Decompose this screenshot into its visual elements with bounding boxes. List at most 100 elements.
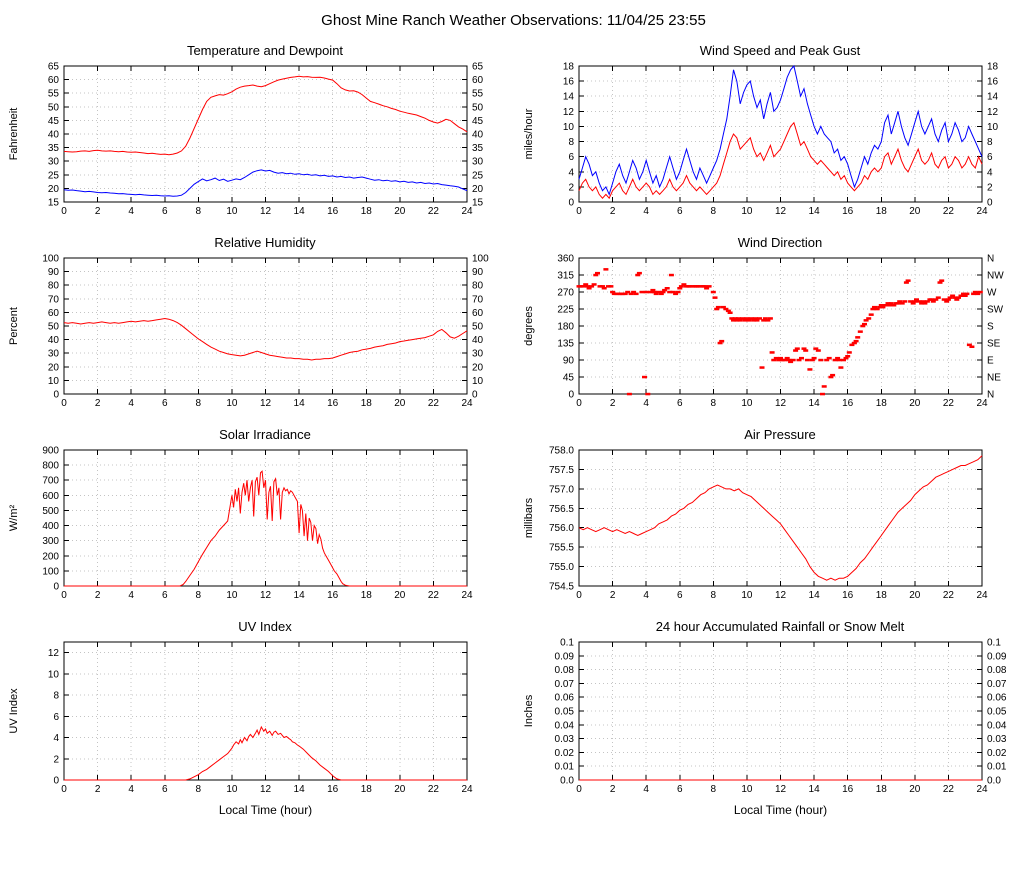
svg-text:40: 40: [47, 130, 59, 141]
svg-text:4: 4: [128, 206, 134, 217]
svg-text:0: 0: [576, 784, 582, 795]
svg-text:10: 10: [987, 122, 999, 133]
svg-text:2: 2: [94, 206, 100, 217]
svg-text:0: 0: [61, 590, 67, 601]
svg-text:2: 2: [609, 784, 615, 795]
chart-title-solar-irradiance: Solar Irradiance: [219, 427, 311, 442]
svg-text:18: 18: [562, 62, 574, 73]
svg-text:16: 16: [842, 398, 854, 409]
svg-text:N: N: [987, 254, 994, 265]
svg-text:2: 2: [53, 754, 59, 765]
svg-text:20: 20: [472, 184, 484, 195]
svg-text:12: 12: [987, 107, 999, 118]
svg-text:40: 40: [472, 130, 484, 141]
svg-text:0.09: 0.09: [554, 651, 574, 662]
svg-text:35: 35: [47, 143, 59, 154]
svg-text:0.08: 0.08: [554, 665, 574, 676]
svg-text:55: 55: [47, 89, 59, 100]
svg-text:0: 0: [53, 776, 59, 787]
svg-text:Fahrenheit: Fahrenheit: [8, 108, 20, 161]
svg-text:20: 20: [394, 206, 406, 217]
svg-text:25: 25: [47, 170, 59, 181]
svg-text:0: 0: [61, 206, 67, 217]
svg-text:18: 18: [875, 590, 887, 601]
svg-text:0: 0: [61, 398, 67, 409]
svg-text:14: 14: [808, 206, 820, 217]
svg-text:12: 12: [259, 206, 271, 217]
svg-text:10: 10: [226, 206, 238, 217]
svg-text:0: 0: [568, 198, 574, 209]
svg-text:0.05: 0.05: [987, 707, 1007, 718]
svg-text:10: 10: [562, 122, 574, 133]
svg-text:0: 0: [576, 590, 582, 601]
svg-text:270: 270: [557, 288, 574, 299]
svg-text:24: 24: [976, 206, 988, 217]
svg-text:8: 8: [710, 784, 716, 795]
svg-text:758.0: 758.0: [548, 446, 573, 457]
svg-text:0.07: 0.07: [554, 679, 574, 690]
svg-text:18: 18: [987, 62, 999, 73]
svg-text:500: 500: [42, 506, 59, 517]
svg-text:0.04: 0.04: [554, 720, 574, 731]
svg-text:55: 55: [472, 89, 484, 100]
svg-text:E: E: [987, 356, 994, 367]
svg-text:757.5: 757.5: [548, 465, 573, 476]
svg-text:135: 135: [557, 339, 574, 350]
chart-solar-irradiance: Solar Irradiance 0 2 4 6 8 10 12 14 16 18 20 22 24 0 1…: [4, 427, 509, 605]
svg-text:40: 40: [47, 335, 59, 346]
svg-text:8: 8: [195, 784, 201, 795]
svg-text:30: 30: [472, 157, 484, 168]
svg-text:90: 90: [472, 267, 484, 278]
svg-text:20: 20: [909, 590, 921, 601]
svg-text:16: 16: [327, 590, 339, 601]
svg-text:0.0: 0.0: [560, 776, 574, 787]
svg-text:90: 90: [562, 356, 574, 367]
svg-text:700: 700: [42, 476, 59, 487]
svg-text:6: 6: [568, 152, 574, 163]
svg-text:12: 12: [774, 398, 786, 409]
svg-text:4: 4: [643, 206, 649, 217]
svg-text:30: 30: [472, 349, 484, 360]
svg-text:100: 100: [472, 254, 489, 265]
weather-dashboard: Ghost Mine Ranch Weather Observations: 1…: [0, 12, 1027, 820]
svg-text:8: 8: [710, 398, 716, 409]
svg-text:0.02: 0.02: [554, 748, 574, 759]
svg-text:20: 20: [909, 398, 921, 409]
svg-text:6: 6: [677, 398, 683, 409]
svg-text:8: 8: [195, 206, 201, 217]
svg-text:80: 80: [472, 281, 484, 292]
svg-text:22: 22: [427, 784, 439, 795]
svg-text:30: 30: [47, 349, 59, 360]
chart-title-rainfall: 24 hour Accumulated Rainfall or Snow Mel…: [655, 619, 905, 634]
chart-title-wind-speed-gust: Wind Speed and Peak Gust: [699, 43, 861, 58]
svg-text:50: 50: [47, 322, 59, 333]
svg-text:14: 14: [987, 92, 999, 103]
svg-text:0: 0: [987, 198, 993, 209]
svg-text:0.07: 0.07: [987, 679, 1007, 690]
svg-text:10: 10: [472, 376, 484, 387]
svg-text:756.0: 756.0: [548, 523, 573, 534]
svg-text:6: 6: [677, 784, 683, 795]
svg-text:16: 16: [842, 206, 854, 217]
chart-wind-direction: Wind Direction 0 2 4 6 8 10 12 14 16 18 20 22 24 0 N 45…: [519, 235, 1024, 413]
svg-text:18: 18: [360, 206, 372, 217]
svg-text:10: 10: [47, 669, 59, 680]
svg-text:16: 16: [842, 590, 854, 601]
svg-text:60: 60: [472, 75, 484, 86]
svg-text:Local Time (hour): Local Time (hour): [733, 803, 826, 817]
svg-text:22: 22: [942, 398, 954, 409]
svg-text:22: 22: [427, 206, 439, 217]
svg-text:16: 16: [987, 77, 999, 88]
svg-text:4: 4: [128, 590, 134, 601]
svg-text:12: 12: [774, 206, 786, 217]
svg-text:0.06: 0.06: [987, 693, 1007, 704]
solar-irradiance-plot: 0 2 4 6 8 10 12 14 16 18 20 22 240100200300400500600…: [8, 446, 473, 602]
svg-text:0.01: 0.01: [554, 762, 574, 773]
svg-text:10: 10: [226, 398, 238, 409]
svg-text:20: 20: [47, 362, 59, 373]
svg-text:12: 12: [774, 784, 786, 795]
svg-text:14: 14: [293, 398, 305, 409]
svg-text:180: 180: [557, 322, 574, 333]
